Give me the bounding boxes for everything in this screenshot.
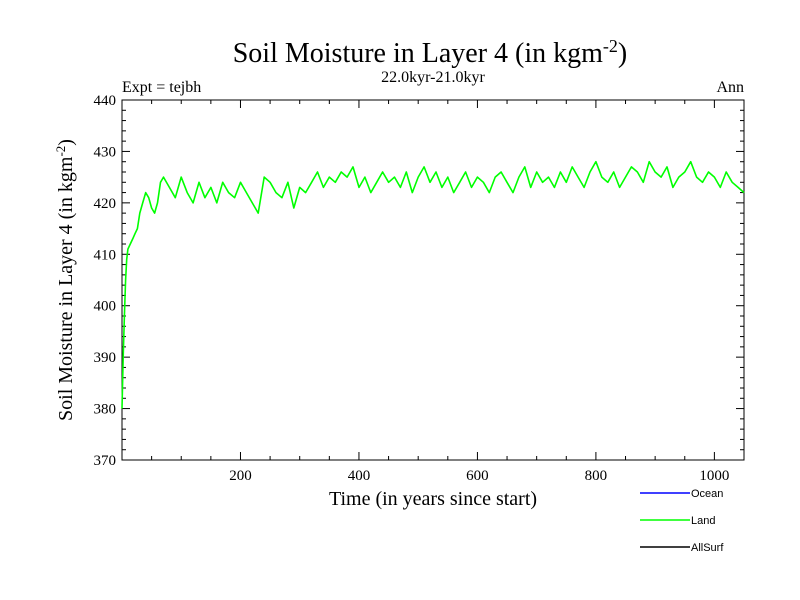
y-axis-ticks: 370 380 390 400 410 420 430 440	[94, 93, 744, 469]
chart-subtitle: 22.0kyr-21.0kyr	[381, 69, 485, 86]
legend-label-ocean: Ocean	[691, 488, 723, 500]
x-tick-label: 1000	[699, 468, 729, 484]
y-tick-label: 440	[94, 93, 117, 109]
season-label: Ann	[716, 79, 744, 96]
x-tick-label: 600	[466, 468, 489, 484]
x-tick-label: 800	[585, 468, 608, 484]
chart-title-superscript: -2	[603, 36, 618, 56]
experiment-label: Expt = tejbh	[122, 79, 201, 96]
y-axis-label-superscript: -2	[53, 146, 68, 157]
y-tick-label: 410	[94, 247, 117, 263]
y-tick-label: 390	[94, 350, 117, 366]
legend-label-allsurf: AllSurf	[691, 542, 724, 554]
chart-title-close: )	[618, 38, 627, 69]
y-axis-label: Soil Moisture in Layer 4 (in kgm-2)	[53, 139, 78, 421]
chart-title-text: Soil Moisture in Layer 4 (in kgm	[233, 38, 603, 69]
y-tick-label: 380	[94, 402, 117, 418]
y-tick-label: 430	[94, 144, 117, 160]
series-line-land	[121, 160, 745, 409]
y-axis-label-text: Soil Moisture in Layer 4 (in kgm	[55, 156, 77, 421]
x-tick-label: 200	[229, 468, 252, 484]
chart-title: Soil Moisture in Layer 4 (in kgm-2)	[233, 36, 628, 69]
x-axis-label: Time (in years since start)	[329, 488, 537, 510]
series-layer	[121, 160, 745, 409]
legend-label-land: Land	[691, 515, 715, 527]
plot-frame	[121, 99, 745, 461]
y-axis-label-close: )	[55, 139, 77, 146]
x-tick-label: 400	[348, 468, 371, 484]
y-tick-label: 400	[94, 299, 117, 315]
legend: Ocean Land AllSurf	[640, 488, 724, 554]
x-axis-ticks: 200 400 600 800 1000	[151, 100, 729, 484]
y-tick-label: 420	[94, 196, 117, 212]
y-tick-label: 370	[94, 453, 117, 469]
